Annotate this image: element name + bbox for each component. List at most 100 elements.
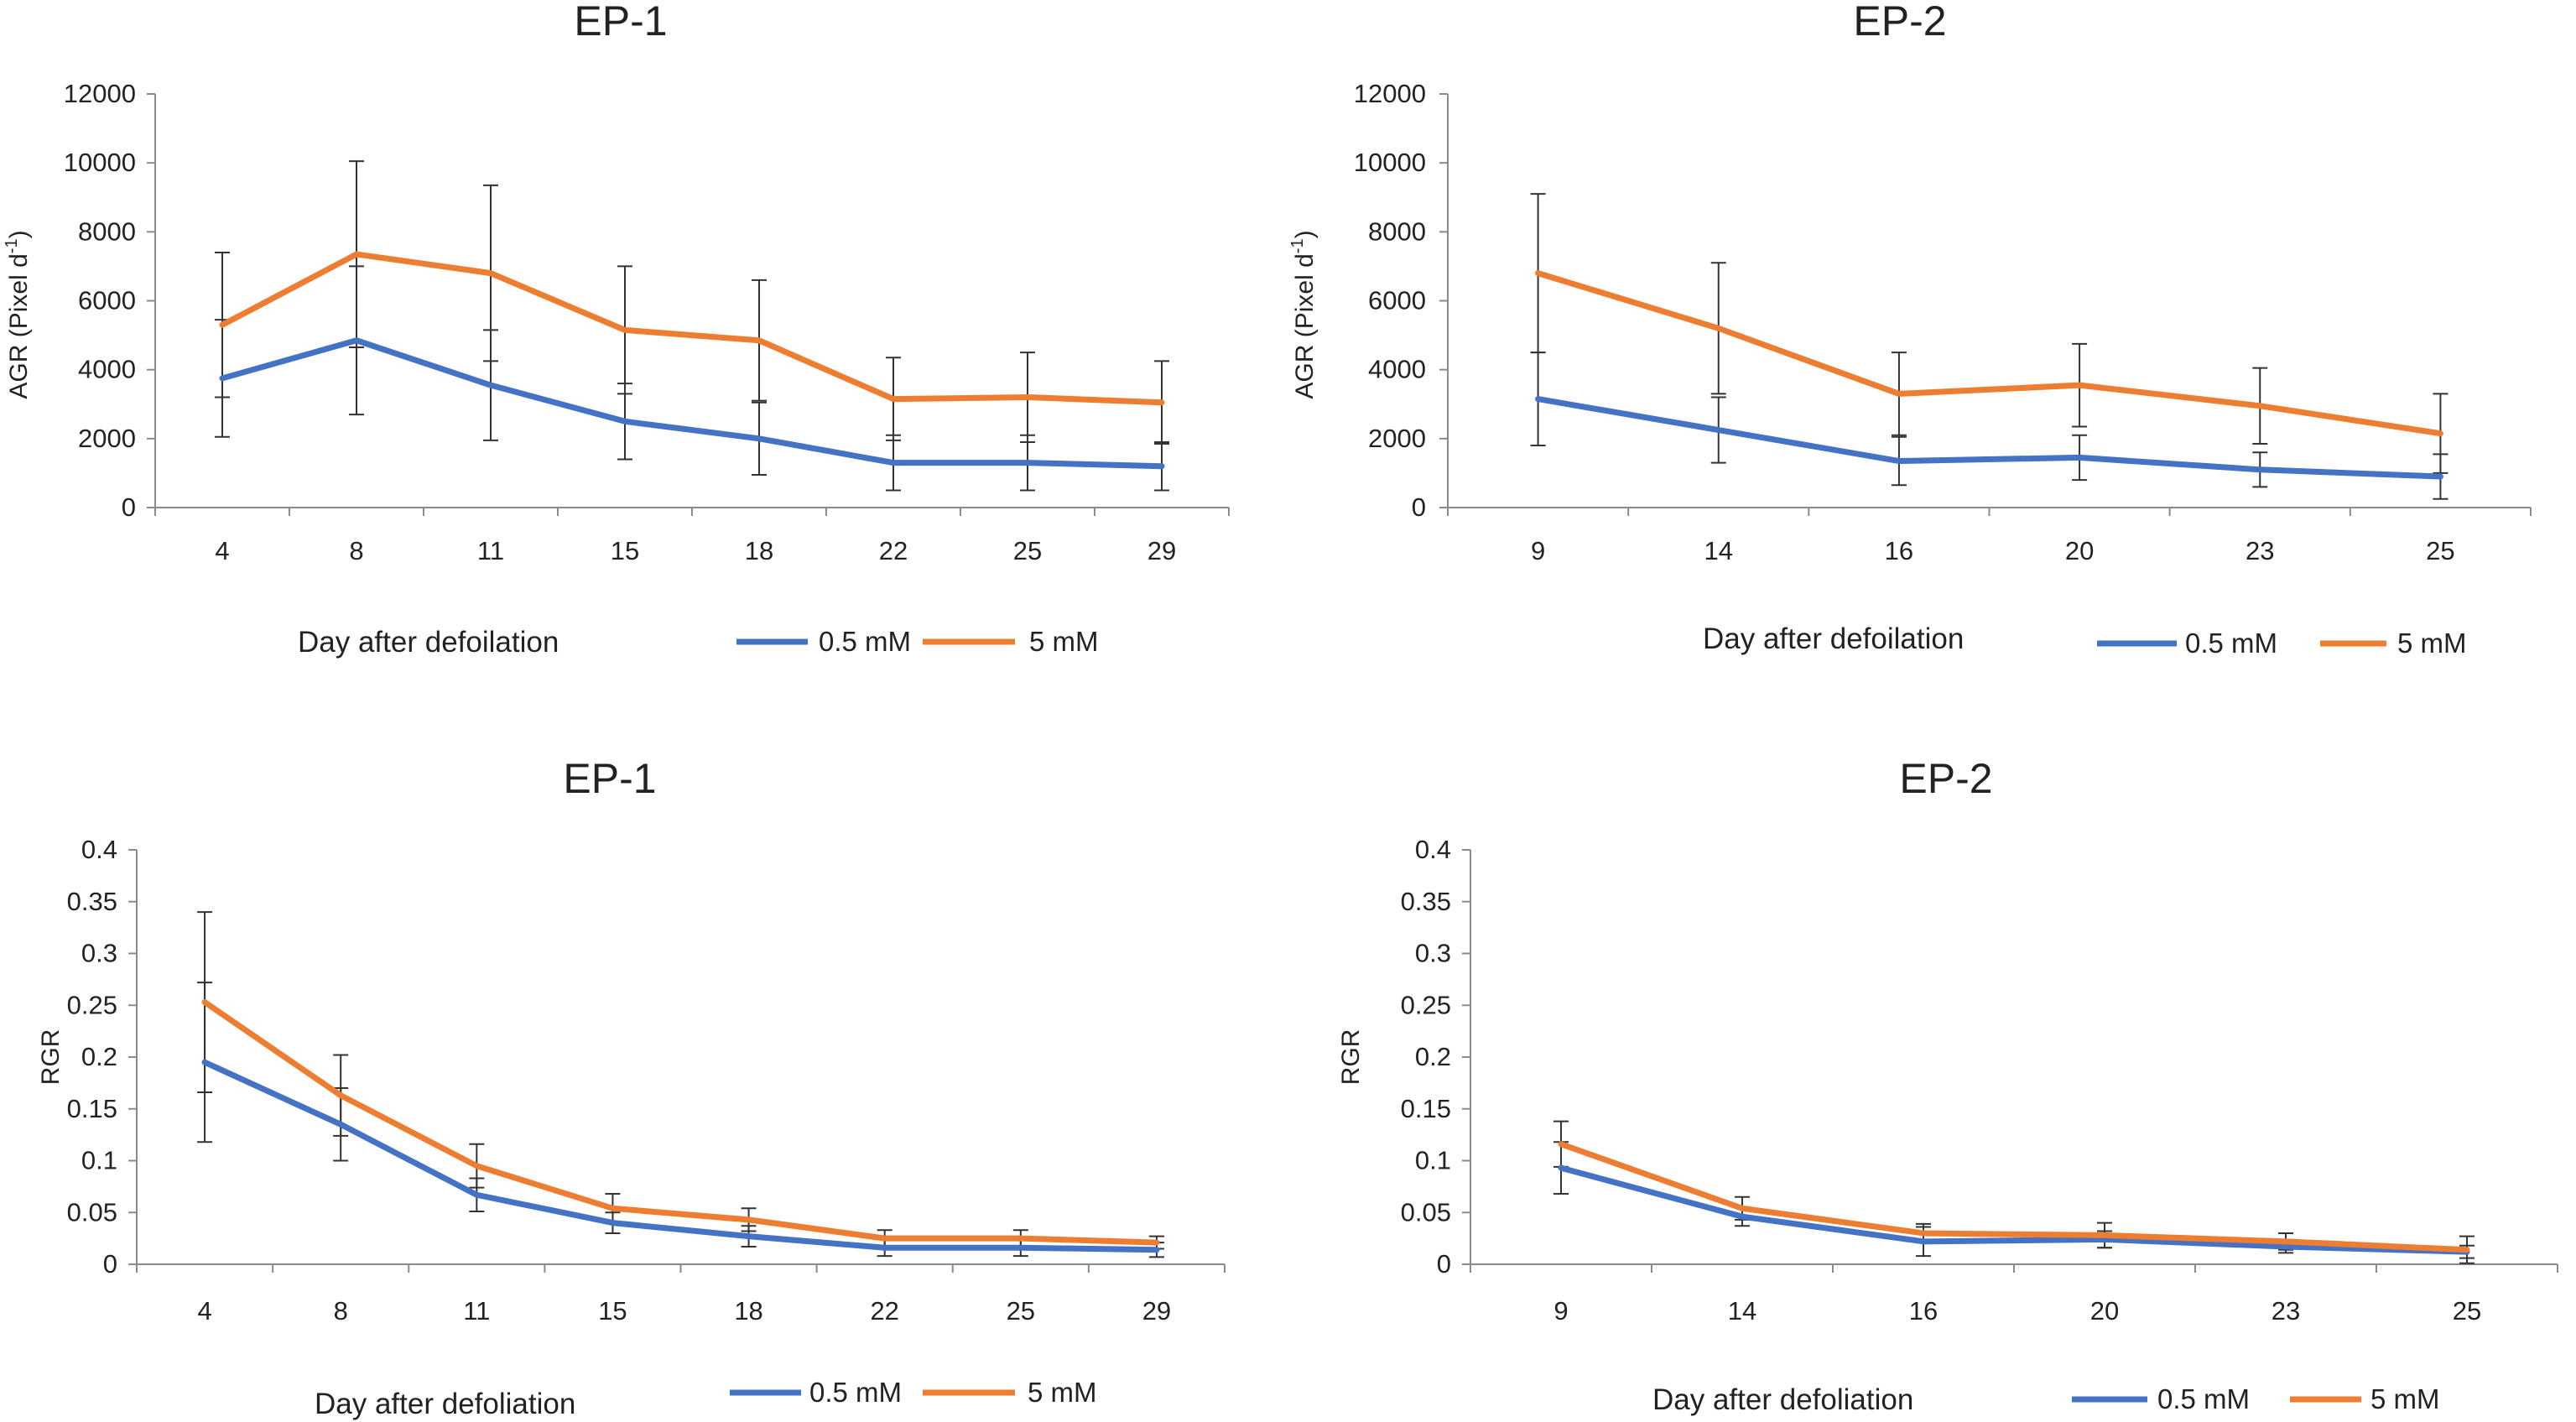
- y-tick-label: 0.15: [1401, 1094, 1451, 1123]
- y-tick-label: 6000: [78, 286, 136, 315]
- y-tick-label: 0: [122, 492, 136, 522]
- series-line-orange: [1558, 1141, 2470, 1253]
- data-point: [748, 1236, 750, 1237]
- legend-label: 5 mM: [1028, 1377, 1097, 1408]
- legend-label: 0.5 mM: [2185, 628, 2277, 659]
- y-axis-label-main: AGR (Pixel d: [5, 253, 33, 398]
- legend: 0.5 mM 5 mM: [2072, 1383, 2440, 1414]
- data-point: [892, 462, 894, 464]
- legend: 0.5 mM 5 mM: [2097, 628, 2467, 659]
- data-point: [356, 340, 357, 341]
- x-tick-label: 25: [2453, 1296, 2481, 1326]
- y-tick-label: 0.25: [1401, 990, 1451, 1019]
- x-tick-label: 20: [2065, 536, 2094, 565]
- data-point: [2285, 1241, 2287, 1242]
- data-point: [1923, 1241, 1924, 1242]
- x-tick-label: 23: [2272, 1296, 2300, 1326]
- data-point: [476, 1165, 477, 1167]
- y-tick-label: 0.05: [1401, 1197, 1451, 1227]
- y-axis-label-main: RGR: [37, 1029, 65, 1086]
- y-tick-label: 0.35: [67, 887, 117, 916]
- data-point: [2079, 456, 2080, 458]
- data-point: [611, 1222, 613, 1224]
- x-tick-label: 8: [349, 536, 363, 565]
- y-tick-label: 0.3: [1415, 939, 1451, 968]
- y-tick-label: 0: [103, 1249, 117, 1279]
- y-tick-label: 6000: [1368, 286, 1426, 315]
- legend-label: 0.5 mM: [2157, 1383, 2250, 1414]
- x-tick-label: 15: [598, 1296, 627, 1326]
- y-tick-label: 8000: [1368, 216, 1426, 246]
- y-axis-label-main: RGR: [1337, 1029, 1365, 1086]
- data-point: [624, 420, 626, 422]
- y-tick-label: 0.4: [81, 835, 117, 864]
- y-tick-label: 2000: [78, 424, 136, 453]
- y-axis-label-close: ): [5, 230, 33, 238]
- x-tick-label: 4: [197, 1296, 211, 1326]
- data-point: [2259, 469, 2261, 471]
- series-line-blue: [1535, 396, 2443, 480]
- x-tick-label: 9: [1531, 536, 1545, 565]
- x-axis-label: Day after defoilation: [298, 626, 559, 659]
- y-tick-label: 0.15: [67, 1094, 117, 1123]
- x-tick-label: 9: [1553, 1296, 1568, 1326]
- data-point: [624, 329, 626, 331]
- chart-title: EP-2: [1853, 0, 1946, 44]
- legend-label: 0.5 mM: [809, 1377, 902, 1408]
- y-tick-label: 0.1: [81, 1146, 117, 1175]
- series-line-blue: [201, 1059, 1160, 1253]
- y-tick-label: 0.2: [1415, 1042, 1451, 1071]
- y-tick-label: 12000: [64, 79, 136, 108]
- x-tick-label: 15: [611, 536, 639, 565]
- x-axis-label: Day after defoliation: [1652, 1383, 1913, 1416]
- y-tick-label: 4000: [78, 355, 136, 384]
- x-tick-label: 8: [334, 1296, 348, 1326]
- y-tick-label: 0.05: [67, 1197, 117, 1227]
- y-axis-label-sup: -1: [3, 238, 21, 253]
- y-tick-label: 2000: [1368, 424, 1426, 453]
- series-line-blue: [1558, 1164, 2470, 1255]
- x-tick-label: 23: [2246, 536, 2274, 565]
- data-point: [1020, 1237, 1022, 1239]
- y-tick-label: 0.35: [1401, 887, 1451, 916]
- data-point: [1156, 1249, 1158, 1251]
- legend-label: 5 mM: [2370, 1383, 2440, 1414]
- legend: 0.5 mM 5 mM: [736, 626, 1099, 657]
- x-tick-label: 16: [1885, 536, 1913, 565]
- x-tick-label: 14: [1704, 536, 1733, 565]
- data-point: [1718, 327, 1720, 329]
- y-axis-label-sup: -1: [1288, 238, 1307, 253]
- x-tick-label: 22: [870, 1296, 898, 1326]
- y-tick-label: 0.25: [67, 990, 117, 1019]
- data-point: [2285, 1246, 2287, 1248]
- y-tick-label: 0: [1437, 1249, 1451, 1279]
- y-tick-label: 0.4: [1415, 835, 1451, 864]
- legend: 0.5 mM 5 mM: [730, 1377, 1097, 1408]
- data-point: [892, 398, 894, 400]
- data-point: [2466, 1249, 2468, 1251]
- data-point: [1898, 393, 1900, 394]
- data-point: [204, 1002, 206, 1003]
- y-axis-label: AGR (Pixel d-1): [3, 230, 33, 398]
- data-point: [884, 1237, 886, 1239]
- x-tick-label: 25: [1007, 1296, 1035, 1326]
- y-tick-label: 0: [1412, 492, 1426, 522]
- chart-panel-2: EP-2 0 2000 4000 6000 8000 10000 12000 9 14 16 20 23…: [1288, 0, 2532, 659]
- data-point: [1161, 402, 1163, 404]
- data-point: [758, 438, 760, 440]
- chart-panel-4: EP-2 0 0.05 0.1 0.15 0.2 0.25 0.3 0.35 0.4 9 14 16 20…: [1337, 755, 2558, 1416]
- chart-title: EP-1: [574, 0, 667, 44]
- y-axis-label: RGR: [1337, 1029, 1365, 1086]
- x-tick-label: 4: [215, 536, 229, 565]
- x-tick-label: 29: [1142, 1296, 1171, 1326]
- data-point: [221, 324, 223, 326]
- y-axis-label-main: AGR (Pixel d: [1291, 253, 1319, 398]
- x-tick-label: 16: [1909, 1296, 1938, 1326]
- data-point: [1560, 1167, 1562, 1169]
- chart-panel-3: EP-1 0 0.05 0.1 0.15 0.2 0.25 0.3 0.35 0.4 4 8 11 15 1…: [37, 755, 1226, 1420]
- data-point: [490, 384, 492, 386]
- x-axis-label: Day after defoliation: [315, 1388, 575, 1420]
- data-point: [2079, 384, 2080, 386]
- y-axis-label: RGR: [37, 1029, 65, 1086]
